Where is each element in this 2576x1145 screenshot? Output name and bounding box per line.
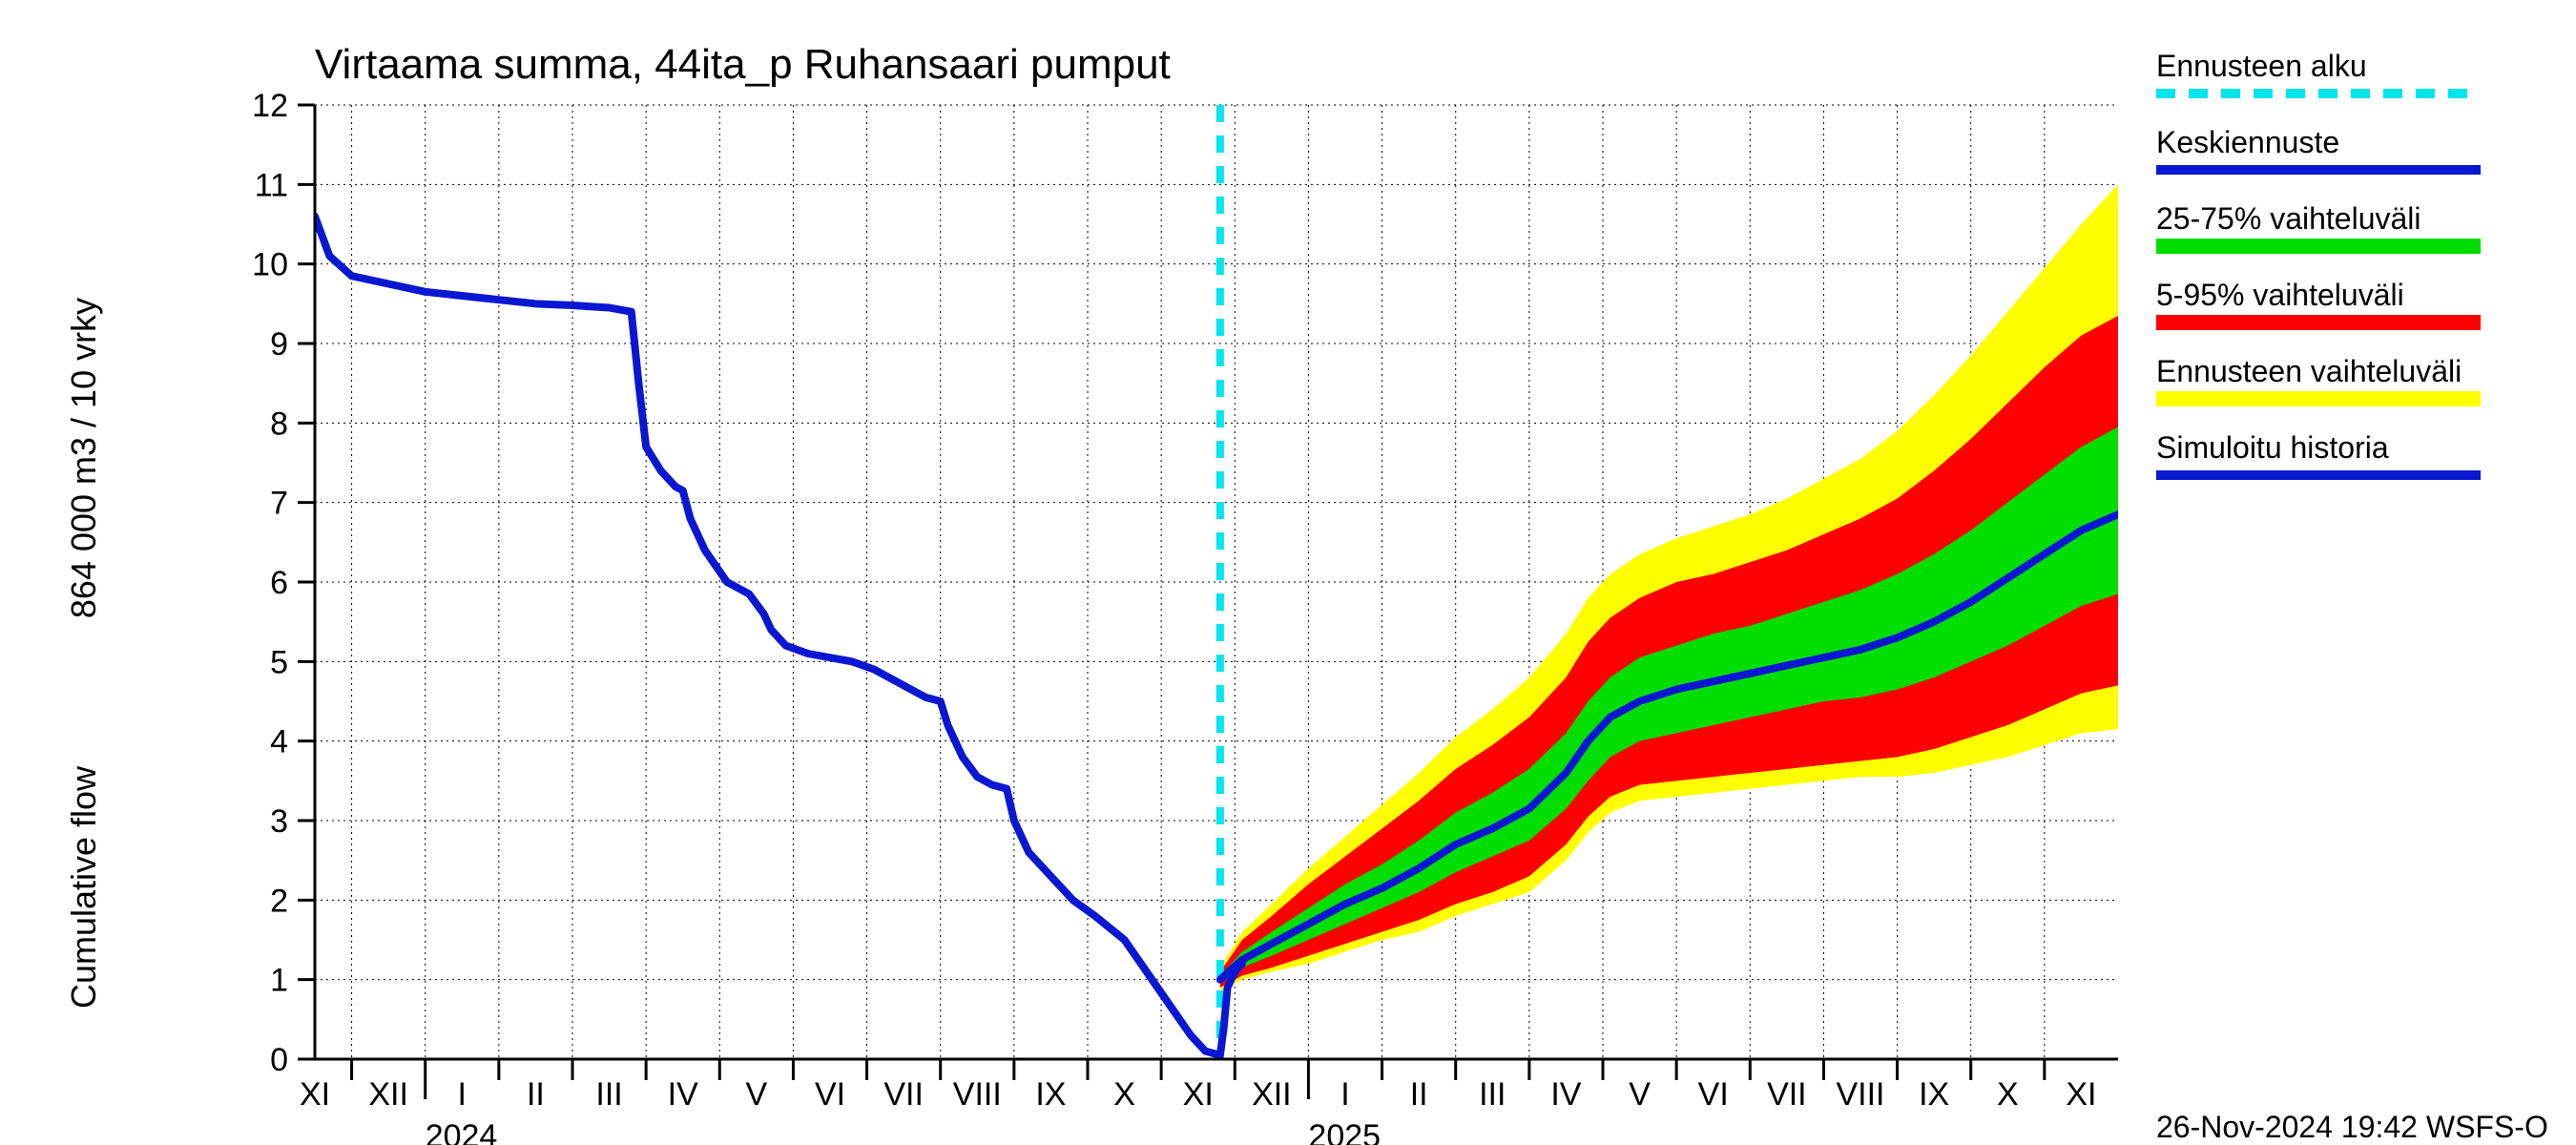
svg-text:Simuloitu historia: Simuloitu historia xyxy=(2156,430,2389,465)
svg-text:XI: XI xyxy=(1183,1076,1214,1113)
svg-text:IX: IX xyxy=(1035,1076,1066,1113)
svg-text:VIII: VIII xyxy=(1836,1076,1884,1113)
svg-text:IV: IV xyxy=(1550,1076,1581,1113)
svg-text:2024: 2024 xyxy=(426,1118,498,1145)
svg-text:VI: VI xyxy=(1698,1076,1729,1113)
svg-text:III: III xyxy=(1479,1076,1506,1113)
svg-text:VI: VI xyxy=(815,1076,845,1113)
svg-text:IV: IV xyxy=(668,1076,698,1113)
svg-text:2025: 2025 xyxy=(1308,1118,1381,1145)
chart-title: Virtaama summa, 44ita_p Ruhansaari pumpu… xyxy=(315,41,1171,88)
svg-text:Ennusteen vaihteluväli: Ennusteen vaihteluväli xyxy=(2156,354,2462,388)
svg-text:4: 4 xyxy=(270,724,288,760)
svg-text:6: 6 xyxy=(270,565,288,601)
svg-text:0: 0 xyxy=(270,1042,288,1078)
svg-text:3: 3 xyxy=(270,803,288,840)
forecast-bands xyxy=(1220,184,2118,991)
svg-text:X: X xyxy=(1997,1076,2019,1113)
svg-text:XII: XII xyxy=(368,1076,408,1113)
svg-text:1: 1 xyxy=(270,963,288,999)
svg-text:IX: IX xyxy=(1919,1076,1949,1113)
svg-text:II: II xyxy=(1410,1076,1428,1113)
chart-container: 0123456789101112XIXIIIIIIIIIVVVIVIIVIIII… xyxy=(0,0,2576,1145)
svg-text:I: I xyxy=(458,1076,467,1113)
svg-text:864 000 m3 / 10 vrky: 864 000 m3 / 10 vrky xyxy=(64,298,103,618)
legend: Ennusteen alku Keskiennuste 25-75% vaihtel… xyxy=(2156,49,2481,475)
svg-text:II: II xyxy=(527,1076,545,1113)
svg-text:7: 7 xyxy=(270,486,288,522)
svg-text:2: 2 xyxy=(270,883,288,919)
svg-text:XI: XI xyxy=(300,1076,330,1113)
svg-text:XI: XI xyxy=(2066,1076,2096,1113)
svg-text:V: V xyxy=(746,1076,768,1113)
svg-text:VII: VII xyxy=(883,1076,924,1113)
history-line xyxy=(315,217,1242,1055)
svg-text:11: 11 xyxy=(255,167,288,203)
svg-text:Cumulative flow: Cumulative flow xyxy=(64,765,103,1009)
y-axis-label: Cumulative flow 864 000 m3 / 10 vrky xyxy=(64,298,103,1009)
svg-text:VII: VII xyxy=(1767,1076,1807,1113)
svg-text:25-75% vaihteluväli: 25-75% vaihteluväli xyxy=(2156,201,2421,236)
svg-text:III: III xyxy=(595,1076,622,1113)
svg-text:9: 9 xyxy=(270,326,288,363)
chart-svg: 0123456789101112XIXIIIIIIIIIVVVIVIIVIIII… xyxy=(0,0,2576,1145)
svg-text:12: 12 xyxy=(252,88,288,124)
svg-text:10: 10 xyxy=(252,247,288,283)
svg-text:V: V xyxy=(1629,1076,1651,1113)
svg-text:X: X xyxy=(1113,1076,1135,1113)
svg-text:8: 8 xyxy=(270,406,288,442)
svg-text:XII: XII xyxy=(1252,1076,1292,1113)
svg-text:Keskiennuste: Keskiennuste xyxy=(2156,125,2339,159)
svg-text:5-95% vaihteluväli: 5-95% vaihteluväli xyxy=(2156,278,2404,312)
svg-text:5: 5 xyxy=(270,644,288,680)
svg-text:VIII: VIII xyxy=(953,1076,1002,1113)
svg-text:I: I xyxy=(1340,1076,1349,1113)
svg-text:Ennusteen alku: Ennusteen alku xyxy=(2156,49,2367,83)
footer-timestamp: 26-Nov-2024 19:42 WSFS-O xyxy=(2156,1110,2548,1144)
